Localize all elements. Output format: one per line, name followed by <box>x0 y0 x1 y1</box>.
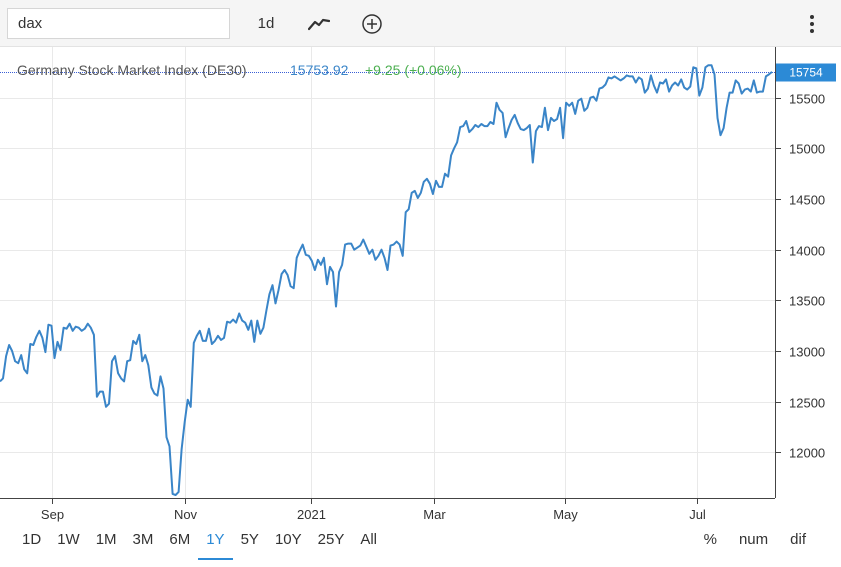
y-tick-label: 12000 <box>789 446 825 461</box>
y-tick-label: 15500 <box>789 92 825 107</box>
mode-button-percent[interactable]: % <box>703 531 717 548</box>
x-tick-label: May <box>553 507 578 522</box>
range-button-1m[interactable]: 1M <box>95 531 117 548</box>
range-button-5y[interactable]: 5Y <box>240 531 259 548</box>
interval-button[interactable]: 1d <box>257 15 275 32</box>
y-tick-label: 13500 <box>789 294 825 309</box>
line-chart-icon[interactable] <box>303 8 335 39</box>
range-button-6m[interactable]: 6M <box>169 531 191 548</box>
y-tick-label: 14000 <box>789 244 825 259</box>
range-button-10y[interactable]: 10Y <box>274 531 302 548</box>
chart-header: Germany Stock Market Index (DE30) 15753.… <box>17 62 462 78</box>
last-value: 15753.92 <box>290 62 349 78</box>
vertical-ellipsis-icon[interactable] <box>800 8 824 39</box>
chart-title: Germany Stock Market Index (DE30) <box>17 62 247 78</box>
last-price-label: 15754 <box>789 66 823 80</box>
x-tick-label: Jul <box>689 507 706 522</box>
price-change: +9.25 (+0.06%) <box>365 62 462 78</box>
y-tick-label: 14500 <box>789 193 825 208</box>
chart-area: 12000 12500 13000 13500 14000 14500 15000 15500… <box>0 47 841 562</box>
y-tick-label: 15000 <box>789 142 825 157</box>
x-tick-label: 2021 <box>297 507 326 522</box>
plus-circle-icon[interactable] <box>356 8 388 39</box>
price-chart[interactable]: 12000 12500 13000 13500 14000 14500 15000 15500… <box>0 47 841 562</box>
range-selector: 1D 1W 1M 3M 6M 1Y 5Y 10Y 25Y All <box>20 531 391 560</box>
series-line <box>0 64 773 496</box>
mode-selector: % num dif <box>682 531 806 548</box>
range-button-1d[interactable]: 1D <box>22 531 42 548</box>
last-price-badge: 15754 <box>776 63 836 82</box>
search-box[interactable] <box>7 8 230 39</box>
range-button-3m[interactable]: 3M <box>132 531 154 548</box>
x-tick-label: Nov <box>174 507 198 522</box>
range-button-25y[interactable]: 25Y <box>317 531 345 548</box>
mode-button-dif[interactable]: dif <box>790 531 806 548</box>
x-tick-label: Mar <box>423 507 446 522</box>
mode-button-num[interactable]: num <box>738 531 769 548</box>
x-tick-label: Sep <box>41 507 64 522</box>
range-button-1w[interactable]: 1W <box>57 531 80 548</box>
y-tick-label: 13000 <box>789 345 825 360</box>
toolbar: 1d <box>0 0 841 47</box>
search-input[interactable] <box>18 15 219 32</box>
range-button-1y[interactable]: 1Y <box>198 531 234 560</box>
y-tick-label: 12500 <box>789 396 825 411</box>
range-button-all[interactable]: All <box>360 531 378 548</box>
